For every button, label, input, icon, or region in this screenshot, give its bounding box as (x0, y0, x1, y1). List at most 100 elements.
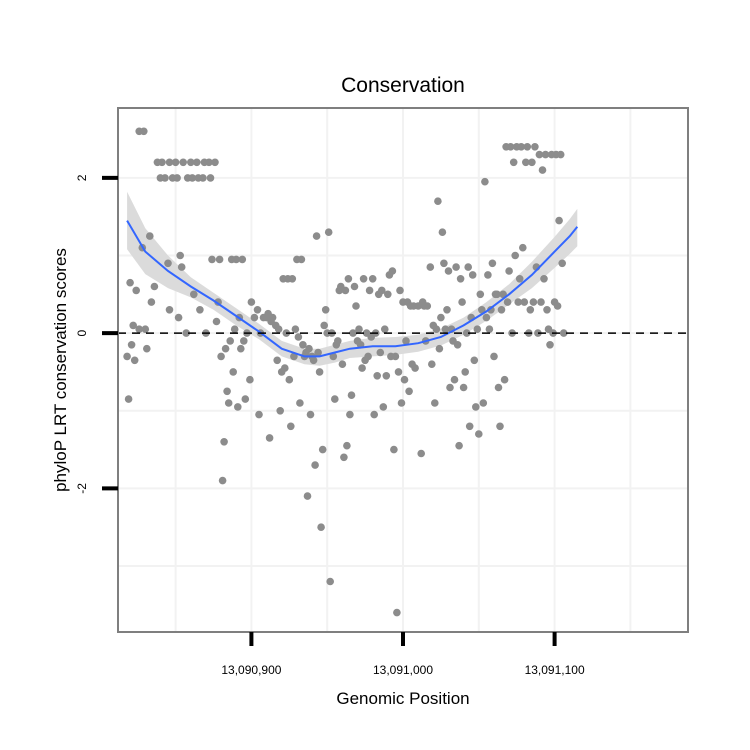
data-point (461, 368, 470, 376)
data-point (396, 286, 404, 295)
data-point (177, 263, 186, 271)
data-point (220, 438, 228, 446)
data-point (314, 348, 322, 357)
data-point (509, 158, 518, 167)
x-tick-label: 13,091,100 (525, 663, 585, 677)
data-point (378, 286, 386, 295)
data-point (435, 344, 444, 353)
data-point (459, 383, 468, 392)
data-point (359, 275, 368, 283)
data-point (229, 368, 237, 376)
data-point (475, 430, 483, 438)
data-point (158, 158, 166, 167)
data-point (208, 255, 216, 264)
data-point (397, 399, 406, 407)
data-point (365, 286, 374, 295)
data-point (434, 197, 442, 205)
data-point (188, 174, 197, 182)
data-point (132, 286, 140, 295)
data-point (232, 255, 240, 264)
data-point (334, 337, 342, 345)
data-point (438, 228, 447, 236)
data-point (558, 259, 566, 268)
data-point (291, 325, 300, 334)
data-point (376, 348, 385, 357)
data-point (147, 298, 156, 306)
data-point (523, 143, 532, 151)
data-point (478, 306, 486, 314)
data-point (481, 177, 489, 186)
data-point (546, 341, 554, 349)
data-point (444, 267, 453, 275)
data-point (462, 329, 471, 337)
data-point (311, 461, 319, 469)
data-point (306, 410, 315, 419)
data-point (381, 325, 389, 334)
data-point (221, 344, 230, 353)
data-point (388, 267, 397, 275)
data-point (519, 243, 527, 252)
data-point (468, 271, 477, 279)
data-point (437, 313, 445, 322)
data-point (206, 174, 215, 182)
data-point (511, 251, 519, 260)
data-point (428, 360, 436, 369)
data-point (500, 375, 509, 384)
data-point (535, 150, 544, 159)
data-point (485, 325, 494, 334)
data-point (223, 387, 231, 396)
confidence-band-layer (127, 191, 578, 366)
data-point (472, 403, 480, 411)
data-point (140, 127, 148, 136)
data-point (440, 259, 448, 268)
data-point (247, 298, 256, 306)
data-point (274, 325, 283, 334)
data-point (411, 364, 419, 372)
x-tick-label: 13,090,900 (221, 663, 281, 677)
data-point (320, 321, 329, 330)
data-point (456, 275, 465, 283)
data-point (346, 410, 354, 419)
data-point (246, 375, 254, 384)
data-point (218, 476, 227, 485)
data-point (205, 158, 213, 167)
data-point (393, 608, 401, 617)
data-point (230, 325, 239, 334)
data-point (141, 325, 150, 334)
x-axis-title: Genomic Position (336, 689, 469, 708)
data-point (312, 232, 321, 240)
data-point (487, 306, 495, 314)
data-point (352, 302, 360, 310)
data-point (226, 337, 234, 345)
data-point (285, 375, 294, 384)
data-point (526, 306, 535, 314)
y-tick-label: 0 (75, 329, 89, 336)
data-point (522, 158, 530, 167)
data-point (370, 410, 379, 419)
data-point (470, 356, 479, 365)
data-point (484, 271, 492, 279)
data-point (215, 255, 224, 264)
data-point (124, 395, 133, 403)
data-point (344, 275, 353, 283)
data-point (199, 174, 207, 182)
data-point (321, 306, 330, 314)
data-point (182, 329, 190, 337)
chart-title: Conservation (341, 74, 465, 97)
data-point (559, 329, 568, 337)
data-point (426, 263, 435, 271)
axis-ticks: 13,090,900 13,091,000 13,091,100 -2 0 2 (75, 174, 585, 677)
data-point (458, 298, 466, 306)
data-point (341, 286, 350, 295)
data-point (402, 337, 410, 345)
data-point (453, 341, 462, 349)
data-point (520, 298, 529, 306)
data-point (135, 325, 143, 334)
data-point (331, 395, 339, 403)
data-point (165, 306, 174, 314)
smooth-trend-line (126, 220, 579, 358)
data-point (176, 251, 184, 260)
data-point (287, 422, 295, 431)
data-point (212, 317, 221, 326)
data-point (146, 232, 154, 240)
